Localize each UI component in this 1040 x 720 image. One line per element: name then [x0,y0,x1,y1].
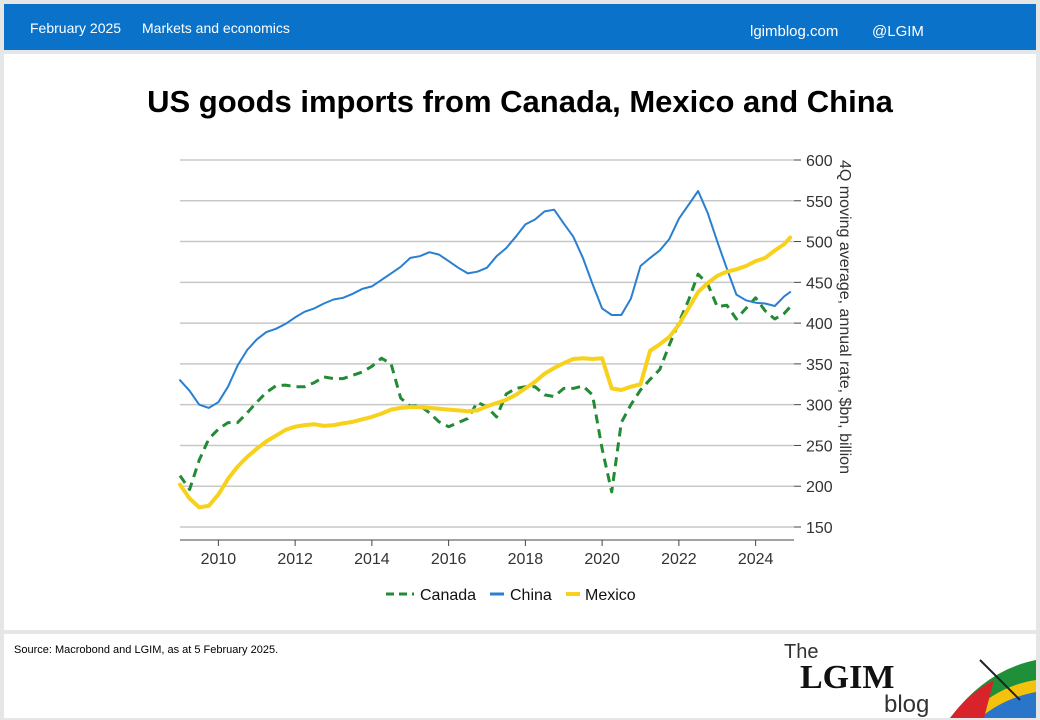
x-tick-label: 2018 [508,551,544,568]
y-tick-label: 550 [806,194,833,211]
y-tick-label: 300 [806,398,833,415]
series-line-china [179,190,792,409]
chart-panel [4,54,1036,630]
y-axis-ticks: 150 200 250 300 350 400 450 500 550 600 [794,153,833,537]
header-bar: February 2025 Markets and economics lgim… [4,4,1036,50]
y-axis-label: 4Q moving average, annual rate, $bn, bil… [836,160,853,474]
y-tick-label: 200 [806,479,833,496]
legend-label-canada: Canada [420,587,476,604]
logo-the: The [784,641,818,663]
legend-label-mexico: Mexico [585,587,636,604]
x-tick-label: 2024 [738,551,774,568]
header-twitter-handle[interactable]: @LGIM [872,23,924,40]
umbrella-icon [950,659,1036,718]
y-tick-label: 600 [806,153,833,170]
series-lines [178,190,793,510]
y-tick-label: 150 [806,520,833,537]
source-note: Source: Macrobond and LGIM, as at 5 Febr… [14,644,279,656]
legend: Canada China Mexico [386,587,636,604]
x-tick-label: 2016 [431,551,467,568]
y-tick-label: 450 [806,275,833,292]
y-tick-label: 250 [806,438,833,455]
y-tick-label: 350 [806,357,833,374]
series-line-canada [178,272,792,494]
header-site-link[interactable]: lgimblog.com [750,23,839,40]
x-tick-label: 2014 [354,551,390,568]
x-tick-label: 2020 [584,551,620,568]
x-tick-label: 2010 [201,551,237,568]
lgim-blog-logo: The LGIM blog [784,641,1036,718]
footer-panel [4,634,1036,718]
y-tick-label: 500 [806,235,833,252]
y-tick-label: 400 [806,316,833,333]
grid-lines [180,159,794,528]
x-tick-label: 2012 [277,551,313,568]
header-category[interactable]: Markets and economics [142,20,290,36]
legend-label-china: China [510,587,552,604]
x-tick-label: 2022 [661,551,697,568]
chart-title: US goods imports from Canada, Mexico and… [147,84,893,119]
series-line-mexico [178,235,793,510]
logo-blog: blog [884,691,929,718]
x-axis-ticks: 2010 2012 2014 2016 2018 2020 2022 2024 [201,540,774,568]
logo-lgim: LGIM [800,659,894,696]
header-date: February 2025 [30,20,122,36]
